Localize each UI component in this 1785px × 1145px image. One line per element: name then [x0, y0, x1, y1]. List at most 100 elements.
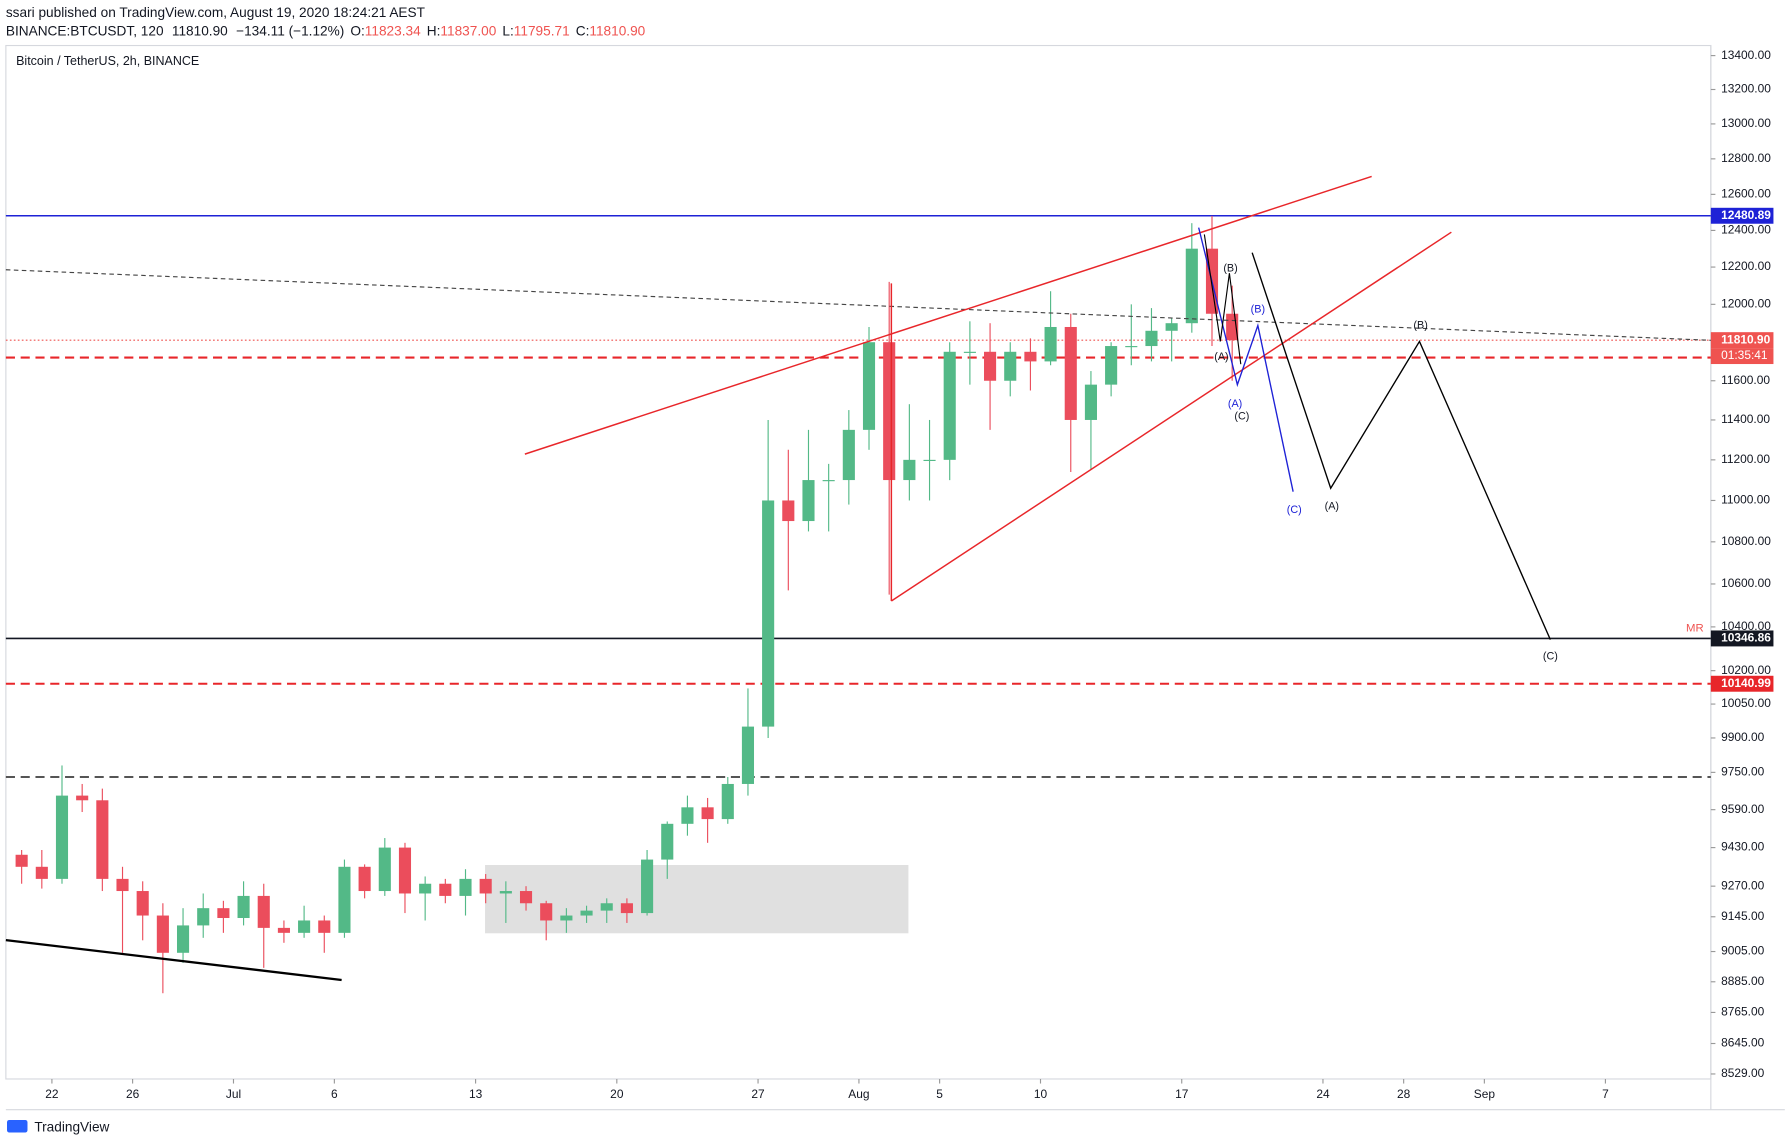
- candle-body: [661, 823, 674, 860]
- close-value: 11810.90: [589, 23, 645, 38]
- candle-body: [298, 920, 311, 933]
- y-tick-label: 9005.00: [1721, 944, 1765, 958]
- candle-body: [519, 891, 533, 904]
- candle-body: [1084, 384, 1097, 420]
- x-tick-label: 24: [1316, 1087, 1330, 1101]
- candle-body: [358, 866, 371, 892]
- candle-body: [1105, 346, 1118, 385]
- wave-label: (A): [1214, 351, 1228, 363]
- candle-body: [217, 908, 230, 919]
- y-tick-label: 13400.00: [1721, 48, 1771, 62]
- x-tick-label: Sep: [1474, 1087, 1496, 1101]
- level-tag: MR: [1686, 622, 1704, 634]
- y-tick-label: 9590.00: [1721, 802, 1765, 816]
- candle-body: [378, 847, 391, 892]
- candle-body: [76, 795, 89, 801]
- x-tick-label: 17: [1175, 1087, 1189, 1101]
- candle-body: [1024, 351, 1037, 362]
- countdown-tag: [1710, 348, 1774, 365]
- brand: TradingView: [34, 1119, 109, 1134]
- candle-body: [1004, 351, 1017, 381]
- range-box: [485, 865, 909, 934]
- high-label: H:: [427, 23, 441, 38]
- open-value: 11823.34: [365, 23, 421, 38]
- price-tag-label: 10140.99: [1721, 676, 1771, 690]
- candle-body: [963, 351, 976, 353]
- candle-body: [1145, 330, 1158, 347]
- wave-label: (A): [1325, 500, 1339, 512]
- wave-label: (C): [1234, 410, 1249, 422]
- x-tick-label: 7: [1602, 1087, 1609, 1101]
- y-tick-label: 11400.00: [1721, 412, 1770, 426]
- candle-body: [540, 903, 553, 921]
- candle-body: [580, 910, 593, 916]
- candle-body: [257, 895, 270, 928]
- candle-body: [338, 866, 351, 933]
- candle-body: [499, 891, 512, 894]
- last-price: 11810.90: [172, 23, 228, 38]
- wave-label: (B): [1223, 262, 1237, 274]
- y-tick-label: 12200.00: [1721, 259, 1771, 273]
- candle-body: [237, 895, 250, 919]
- price-tag-label: 12480.89: [1721, 208, 1771, 222]
- x-tick-label: 27: [751, 1087, 765, 1101]
- x-tick-label: Jul: [226, 1087, 241, 1101]
- candle-body: [35, 866, 48, 879]
- candle-body: [459, 878, 472, 896]
- candle-body: [176, 925, 190, 953]
- y-tick-label: 13200.00: [1721, 82, 1771, 96]
- x-tick-label: 6: [331, 1087, 338, 1101]
- candle-body: [862, 342, 876, 430]
- wave-label: (C): [1287, 504, 1302, 516]
- publish-line: ssari published on TradingView.com, Augu…: [6, 5, 426, 20]
- low-label: L:: [502, 23, 513, 38]
- y-tick-label: 9145.00: [1721, 909, 1765, 923]
- y-tick-label: 12000.00: [1721, 296, 1771, 310]
- drawings: [485, 865, 909, 934]
- y-tick-label: 9430.00: [1721, 840, 1765, 854]
- y-tick-label: 11600.00: [1721, 373, 1770, 387]
- candle-body: [943, 351, 956, 460]
- countdown: 01:35:41: [1721, 348, 1768, 362]
- candle-body: [479, 878, 492, 894]
- open-label: O:: [350, 23, 364, 38]
- x-tick-label: 13: [469, 1087, 483, 1101]
- drawings: (B) (A) (A) (C) (B) (C) (A) (B) (C) MR: [5, 175, 1711, 982]
- y-tick-label: 8645.00: [1721, 1036, 1765, 1050]
- y-tick-label: 11000.00: [1721, 493, 1770, 507]
- symbol: BINANCE:BTCUSDT, 120: [6, 23, 164, 38]
- trend-line: [5, 938, 342, 982]
- wave-label: (B): [1413, 319, 1427, 331]
- candle-body: [419, 883, 432, 894]
- quote-line: BINANCE:BTCUSDT, 120 11810.90 −134.11 (−…: [6, 23, 646, 38]
- wave-path: [1251, 252, 1551, 640]
- y-tick-label: 10050.00: [1721, 696, 1771, 710]
- candle-body: [782, 500, 795, 522]
- candle-body: [15, 854, 28, 867]
- axes: 13400.00 13200.00 13000.00 12800.00 12600.00…: [45, 48, 1771, 1101]
- y-tick-label: 10600.00: [1721, 576, 1771, 590]
- candle-body: [641, 859, 654, 914]
- brand-logo: [7, 1119, 28, 1133]
- candle-body: [681, 807, 694, 824]
- close-label: C:: [576, 23, 590, 38]
- candle-body: [318, 920, 331, 933]
- y-tick-label: 8529.00: [1721, 1066, 1765, 1080]
- candle-body: [136, 891, 149, 916]
- candle-body: [1165, 323, 1178, 331]
- price-lines: [5, 214, 1711, 779]
- price-tag-label: 10346.86: [1721, 631, 1771, 645]
- price-tag: [1710, 207, 1774, 224]
- y-tick-label: 8885.00: [1721, 974, 1765, 988]
- y-tick-label: 9270.00: [1721, 878, 1765, 892]
- candle-body: [1044, 326, 1057, 362]
- candle-body: [1064, 326, 1077, 420]
- candle-body: [842, 429, 855, 481]
- price-tag-label: 11810.90: [1721, 332, 1770, 346]
- trend-line: [5, 269, 1711, 341]
- x-tick-label: Aug: [848, 1087, 869, 1101]
- pane-title: Bitcoin / TetherUS, 2h, BINANCE: [16, 54, 199, 68]
- candle-body: [398, 847, 412, 894]
- y-tick-label: 12600.00: [1721, 187, 1771, 201]
